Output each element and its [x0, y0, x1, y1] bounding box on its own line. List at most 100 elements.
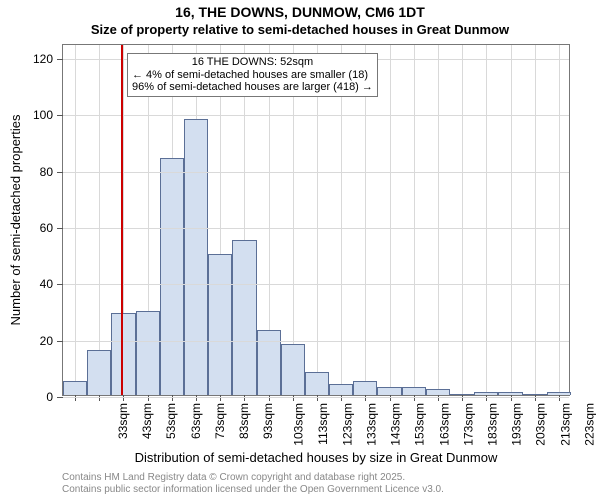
histogram-bar	[426, 389, 450, 395]
x-tick	[535, 395, 536, 401]
x-gridline	[317, 45, 318, 395]
chart-subtitle: Size of property relative to semi-detach…	[0, 22, 600, 37]
callout-line-2: ← 4% of semi-detached houses are smaller…	[132, 69, 373, 82]
histogram-bar	[136, 311, 160, 395]
callout-line-3: 96% of semi-detached houses are larger (…	[132, 81, 373, 94]
callout-line-1: 16 THE DOWNS: 52sqm	[132, 56, 373, 69]
x-tick	[486, 395, 487, 401]
histogram-bar	[523, 394, 547, 395]
histogram-bar	[547, 392, 571, 395]
x-tick-label: 223sqm	[582, 403, 596, 446]
x-tick-label: 133sqm	[365, 403, 379, 446]
x-tick	[390, 395, 391, 401]
y-tick	[57, 172, 63, 173]
x-tick-label: 53sqm	[165, 403, 179, 439]
histogram-bar	[160, 158, 184, 395]
x-tick-label: 43sqm	[140, 403, 154, 439]
y-gridline	[63, 284, 569, 285]
histogram-bar	[111, 313, 135, 395]
x-gridline	[414, 45, 415, 395]
y-tick-label: 40	[40, 277, 53, 291]
x-tick-label: 93sqm	[261, 403, 275, 439]
histogram-bar	[208, 254, 232, 395]
y-tick-label: 80	[40, 165, 53, 179]
x-tick-label: 183sqm	[486, 403, 500, 446]
x-tick	[196, 395, 197, 401]
highlight-callout: 16 THE DOWNS: 52sqm ← 4% of semi-detache…	[127, 53, 378, 97]
x-tick	[293, 395, 294, 401]
histogram-bar	[184, 119, 208, 395]
y-tick	[57, 397, 63, 398]
histogram-bar	[377, 387, 401, 395]
x-tick	[269, 395, 270, 401]
x-tick-label: 123sqm	[341, 403, 355, 446]
y-tick-label: 120	[33, 52, 53, 66]
x-tick	[511, 395, 512, 401]
x-gridline	[75, 45, 76, 395]
x-tick	[123, 395, 124, 401]
x-tick	[341, 395, 342, 401]
x-tick	[438, 395, 439, 401]
x-gridline	[365, 45, 366, 395]
x-tick	[244, 395, 245, 401]
plot-area: 33sqm43sqm53sqm63sqm73sqm83sqm93sqm103sq…	[62, 44, 570, 396]
x-tick-label: 113sqm	[315, 403, 329, 445]
highlight-line	[121, 45, 123, 395]
x-tick-label: 63sqm	[189, 403, 203, 439]
x-tick	[99, 395, 100, 401]
x-tick-label: 83sqm	[237, 403, 251, 439]
x-tick	[559, 395, 560, 401]
histogram-bar	[87, 350, 111, 395]
x-tick-label: 73sqm	[213, 403, 227, 439]
x-tick	[75, 395, 76, 401]
y-tick	[57, 341, 63, 342]
y-gridline	[63, 228, 569, 229]
x-tick-label: 103sqm	[292, 403, 306, 446]
x-tick	[462, 395, 463, 401]
x-tick-label: 173sqm	[461, 403, 475, 446]
x-gridline	[486, 45, 487, 395]
histogram-bar	[329, 384, 353, 395]
x-tick-label: 213sqm	[558, 403, 572, 446]
y-tick-label: 0	[46, 390, 53, 404]
x-gridline	[341, 45, 342, 395]
histogram-bar	[281, 344, 305, 395]
x-gridline	[535, 45, 536, 395]
x-gridline	[99, 45, 100, 395]
x-gridline	[293, 45, 294, 395]
y-tick	[57, 284, 63, 285]
x-tick-label: 193sqm	[510, 403, 524, 446]
x-gridline	[462, 45, 463, 395]
x-gridline	[511, 45, 512, 395]
x-tick-label: 143sqm	[389, 403, 403, 446]
x-axis-label: Distribution of semi-detached houses by …	[62, 450, 570, 465]
x-tick-label: 33sqm	[116, 403, 130, 439]
x-tick	[317, 395, 318, 401]
x-tick-label: 153sqm	[413, 403, 427, 446]
y-gridline	[63, 341, 569, 342]
histogram-bar	[450, 394, 474, 395]
y-tick-label: 20	[40, 334, 53, 348]
histogram-bar	[305, 372, 329, 395]
footer-line-2: Contains public sector information licen…	[62, 484, 444, 495]
histogram-bar	[474, 392, 498, 395]
x-tick-label: 203sqm	[534, 403, 548, 446]
x-tick	[365, 395, 366, 401]
x-gridline	[438, 45, 439, 395]
y-tick-label: 60	[40, 221, 53, 235]
y-gridline	[63, 172, 569, 173]
x-tick	[148, 395, 149, 401]
x-tick	[172, 395, 173, 401]
histogram-bar	[353, 381, 377, 395]
y-gridline	[63, 115, 569, 116]
y-tick	[57, 228, 63, 229]
chart-title: 16, THE DOWNS, DUNMOW, CM6 1DT	[0, 4, 600, 20]
y-gridline	[63, 397, 569, 398]
x-tick	[414, 395, 415, 401]
footer-line-1: Contains HM Land Registry data © Crown c…	[62, 472, 405, 483]
x-gridline	[559, 45, 560, 395]
y-axis-label: Number of semi-detached properties	[8, 115, 23, 326]
x-tick	[220, 395, 221, 401]
histogram-bar	[63, 381, 87, 395]
histogram-bar	[498, 392, 522, 395]
